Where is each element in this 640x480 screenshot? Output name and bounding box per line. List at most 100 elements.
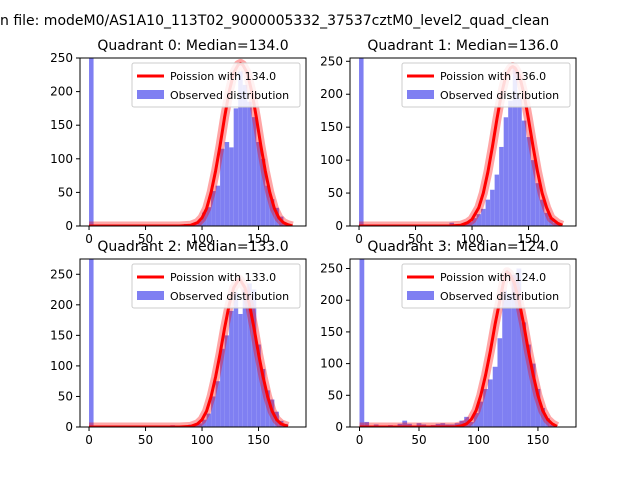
histogram-bar [211,191,216,226]
histogram-bar [459,420,465,427]
histogram-bar [492,366,498,427]
histogram-bar [233,292,239,427]
histogram-bar [397,423,403,427]
histogram-bar [503,117,509,226]
histogram-bar [251,117,257,226]
x-tick-label: 100 [191,232,214,246]
x-tick-label: 150 [517,232,540,246]
histogram-bar [526,344,531,427]
legend-hist-label: Observed distribution [170,290,289,303]
histogram-bar [511,274,517,427]
histogram-bar [548,218,554,226]
legend: Poission with 124.0 Observed distribution [401,263,571,309]
axes-frame [349,57,577,227]
histogram-bar [476,214,482,226]
histogram-bar [206,413,212,427]
histogram-bar [242,289,248,427]
y-tick-label: 100 [320,357,343,371]
legend: Poission with 134.0 Observed distribution [131,62,301,108]
legend: Poission with 133.0 Observed distribution [131,263,301,309]
histogram-bar [229,310,234,427]
histogram-bar [359,58,364,226]
y-tick-label: 150 [50,328,73,342]
figure-title: n file: modeM0/AS1A10_113T02_9000005332_… [0,13,550,29]
x-tick-label: 50 [138,433,153,447]
histogram-bar [89,259,94,427]
histogram-bar [449,222,454,226]
histogram-bar [483,388,488,427]
y-tick-label: 250 [320,262,343,276]
legend-hist-swatch [137,90,164,99]
histogram-bar [521,322,527,427]
legend: Poission with 136.0 Observed distribution [401,62,571,108]
histogram-bar [472,218,477,226]
y-tick-label: 250 [50,51,73,65]
histogram-bar [251,289,257,427]
histogram-bar [497,338,503,427]
histogram-bar [224,335,230,427]
x-tick-label: 50 [408,232,423,246]
histogram-bar [215,185,221,226]
legend-hist-swatch [137,291,164,300]
histogram-bar [553,222,558,226]
legend-fit-label: Poission with 124.0 [440,271,546,284]
histogram-bar [499,146,504,226]
histogram-bar [545,418,550,427]
y-tick-label: 0 [335,420,343,434]
histogram-bar [89,58,94,226]
histogram-bar [220,348,225,427]
histogram-bar [407,423,412,427]
legend-hist-swatch [407,90,434,99]
histogram-bar [487,379,493,427]
histogram-bar [540,407,546,427]
legend-hist-label: Observed distribution [440,290,559,303]
histogram-bar [233,108,239,226]
histogram-bar [512,67,518,226]
axes-frame [349,258,577,428]
quadrant-3-panel: 0 50 100 150 0 50 100 150 200 250 Quadrant 3: Medi… [320,239,577,447]
histogram-bar [402,420,408,427]
histogram-bar [526,137,531,226]
histogram-bar [508,100,513,226]
y-tick-label: 0 [65,420,73,434]
histogram-bar [247,101,252,226]
x-tick-label: 100 [467,433,490,447]
y-tick-label: 200 [320,293,343,307]
histogram-bar [549,424,555,427]
x-tick-label: 0 [355,232,363,246]
x-tick-label: 100 [461,232,484,246]
y-tick-label: 200 [50,298,73,312]
legend-box [401,263,571,309]
x-tick-label: 0 [85,433,93,447]
x-tick-label: 0 [356,433,364,447]
histogram-bar [435,423,441,427]
histogram-bar [473,413,479,427]
histogram-bar [269,199,275,226]
histogram-bar [197,220,203,226]
histogram-bar [440,423,446,427]
x-tick-label: 150 [526,433,549,447]
histogram-bar [274,207,279,226]
x-tick-label: 150 [247,232,270,246]
histogram-bar [535,388,541,427]
histogram-bar [467,222,473,226]
histogram-bar [206,207,212,226]
y-tick-label: 200 [50,85,73,99]
histogram-bar [502,290,508,427]
y-tick-label: 150 [50,118,73,132]
histogram-bar [211,396,216,427]
histogram-bar [238,313,243,427]
histogram-bar [364,421,370,427]
y-tick-label: 50 [58,389,73,403]
histogram-bar [193,224,198,226]
histogram-bar [539,199,545,226]
histogram-bar [359,259,365,427]
quadrant-1-panel: 0 50 100 150 0 50 100 150 200 250 Quadrant 1: Medi… [320,38,577,246]
y-tick-label: 150 [320,120,343,134]
histogram-bar [197,423,203,427]
y-tick-label: 250 [320,54,343,68]
axes-frame [79,258,307,428]
y-tick-label: 0 [335,219,343,233]
histogram-bar [265,185,270,226]
histogram-bar [247,283,252,427]
